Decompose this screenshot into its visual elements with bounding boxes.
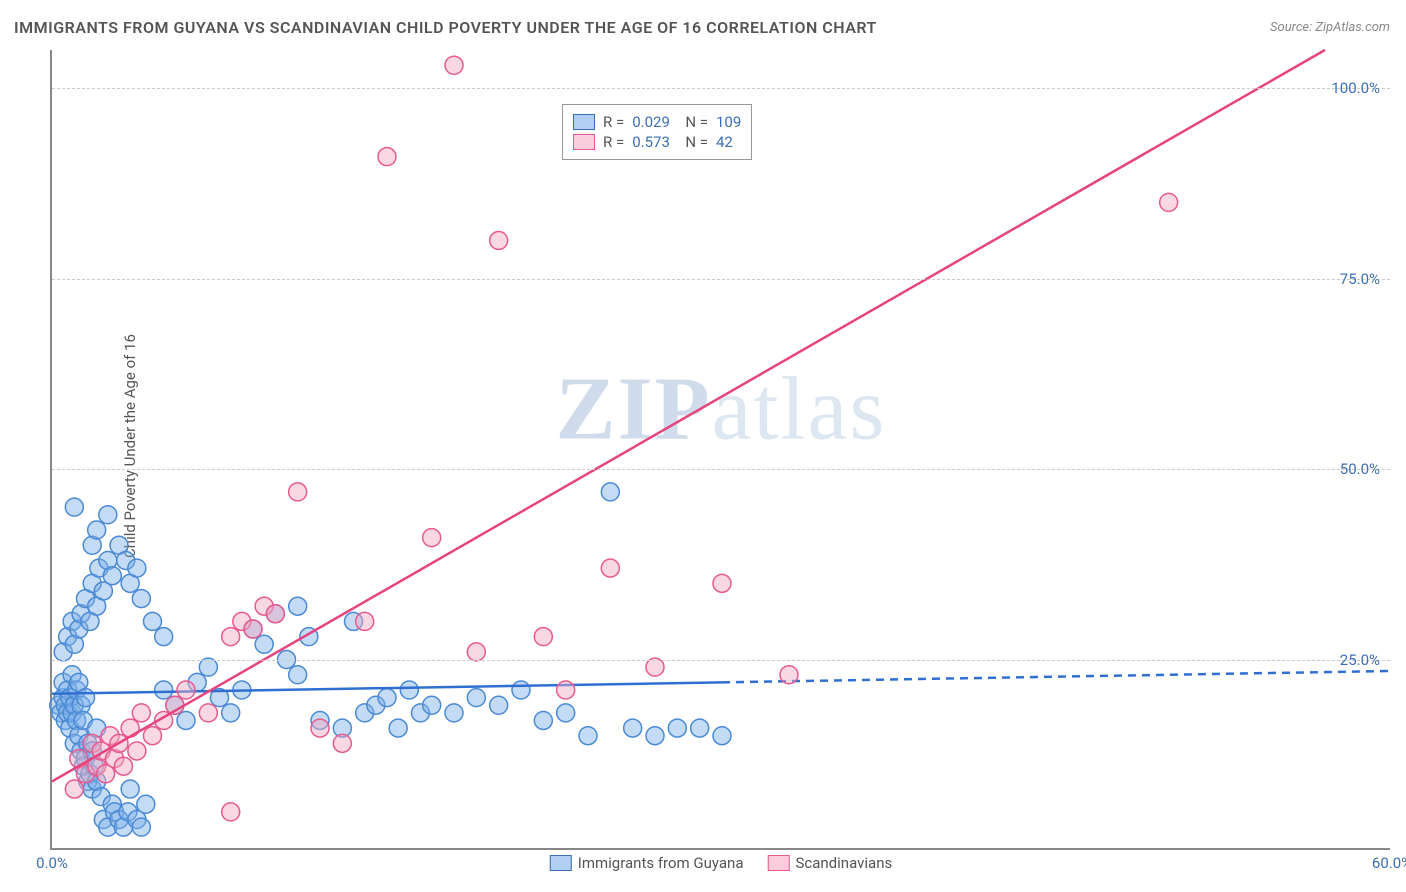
- data-point: [713, 727, 731, 745]
- data-point: [144, 727, 162, 745]
- y-tick-label: 75.0%: [1340, 270, 1380, 288]
- data-point: [132, 590, 150, 608]
- data-point: [137, 795, 155, 813]
- data-point: [128, 742, 146, 760]
- data-point: [423, 696, 441, 714]
- data-point: [65, 780, 83, 798]
- data-point: [780, 666, 798, 684]
- bottom-legend: Immigrants from Guyana Scandinavians: [550, 854, 892, 872]
- data-point: [222, 628, 240, 646]
- data-point: [255, 635, 273, 653]
- legend-row-pink: R = 0.573 N = 42: [573, 133, 741, 151]
- data-point: [103, 567, 121, 585]
- data-point: [378, 689, 396, 707]
- data-point: [155, 628, 173, 646]
- data-point: [289, 483, 307, 501]
- data-point: [467, 689, 485, 707]
- trend-line: [722, 671, 1392, 682]
- gridline: [52, 660, 1390, 661]
- data-point: [445, 704, 463, 722]
- data-point: [311, 719, 329, 737]
- data-point: [557, 681, 575, 699]
- data-point: [646, 658, 664, 676]
- legend-row-blue: R = 0.029 N = 109: [573, 113, 741, 131]
- gridline: [52, 88, 1390, 89]
- data-point: [289, 597, 307, 615]
- data-point: [668, 719, 686, 737]
- data-point: [88, 521, 106, 539]
- swatch-pink-icon: [573, 134, 595, 150]
- x-tick-label: 0.0%: [36, 854, 68, 872]
- data-point: [512, 681, 530, 699]
- data-point: [144, 612, 162, 630]
- data-point: [624, 719, 642, 737]
- data-point: [128, 559, 146, 577]
- data-point: [490, 696, 508, 714]
- data-point: [222, 704, 240, 722]
- swatch-pink-icon: [767, 855, 789, 871]
- bottom-legend-item-guyana: Immigrants from Guyana: [550, 854, 744, 872]
- y-tick-label: 100.0%: [1331, 79, 1380, 97]
- data-point: [1160, 193, 1178, 211]
- data-point: [389, 719, 407, 737]
- data-point: [121, 719, 139, 737]
- gridline: [52, 279, 1390, 280]
- data-point: [691, 719, 709, 737]
- data-point: [199, 658, 217, 676]
- source-label: Source: ZipAtlas.com: [1270, 20, 1390, 35]
- data-point: [266, 605, 284, 623]
- data-point: [121, 780, 139, 798]
- data-point: [132, 704, 150, 722]
- swatch-blue-icon: [550, 855, 572, 871]
- data-point: [445, 56, 463, 74]
- x-tick-label: 60.0%: [1372, 854, 1406, 872]
- data-point: [244, 620, 262, 638]
- gridline: [52, 469, 1390, 470]
- data-point: [713, 574, 731, 592]
- data-point: [65, 498, 83, 516]
- y-tick-label: 25.0%: [1340, 651, 1380, 669]
- data-point: [155, 681, 173, 699]
- data-point: [423, 529, 441, 547]
- n-value-pink: 42: [716, 133, 733, 151]
- data-point: [534, 711, 552, 729]
- data-point: [378, 148, 396, 166]
- swatch-blue-icon: [573, 114, 595, 130]
- data-point: [356, 612, 374, 630]
- data-point: [199, 704, 217, 722]
- data-point: [557, 704, 575, 722]
- data-point: [467, 643, 485, 661]
- y-tick-label: 50.0%: [1340, 460, 1380, 478]
- data-point: [222, 803, 240, 821]
- chart-title: IMMIGRANTS FROM GUYANA VS SCANDINAVIAN C…: [14, 18, 877, 37]
- data-point: [77, 689, 95, 707]
- data-point: [490, 231, 508, 249]
- data-point: [333, 734, 351, 752]
- data-point: [289, 666, 307, 684]
- data-point: [177, 711, 195, 729]
- data-point: [99, 506, 117, 524]
- plot-area: ZIPatlas R = 0.029 N = 109 R = 0.573 N =…: [50, 50, 1390, 850]
- n-value-blue: 109: [716, 113, 741, 131]
- data-point: [601, 483, 619, 501]
- data-point: [400, 681, 418, 699]
- bottom-legend-item-scandinavians: Scandinavians: [767, 854, 892, 872]
- chart-svg: [52, 50, 1390, 848]
- data-point: [177, 681, 195, 699]
- data-point: [132, 818, 150, 836]
- r-value-blue: 0.029: [632, 113, 670, 131]
- data-point: [646, 727, 664, 745]
- correlation-legend: R = 0.029 N = 109 R = 0.573 N = 42: [562, 104, 752, 160]
- data-point: [114, 757, 132, 775]
- data-point: [579, 727, 597, 745]
- r-value-pink: 0.573: [632, 133, 670, 151]
- data-point: [601, 559, 619, 577]
- data-point: [534, 628, 552, 646]
